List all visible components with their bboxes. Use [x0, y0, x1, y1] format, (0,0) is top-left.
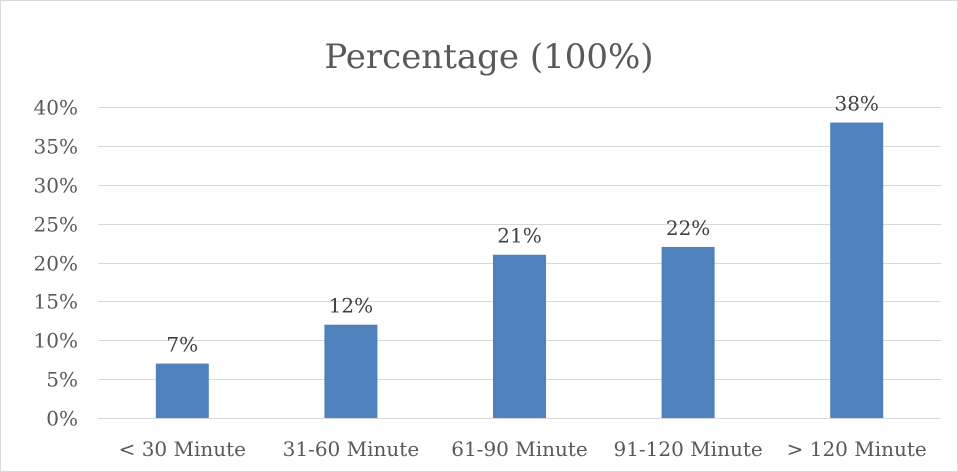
y-tick-label-1: 5% [46, 368, 78, 392]
bar-0 [155, 363, 209, 418]
chart-title: Percentage (100%) [324, 37, 653, 77]
x-tick-label-2: 61-90 Minute [451, 437, 588, 461]
bar-2 [493, 254, 546, 418]
bars [155, 122, 884, 419]
x-tick-label-3: 91-120 Minute [613, 437, 762, 461]
y-tick-label-2: 10% [34, 329, 78, 353]
data-label-2: 21% [497, 224, 541, 248]
gridlines [98, 107, 941, 419]
bar-4 [830, 122, 884, 419]
data-label-4: 38% [834, 92, 878, 116]
x-tick-label-1: 31-60 Minute [283, 437, 420, 461]
x-axis-ticks: < 30 Minute 31-60 Minute 61-90 Minute 91-12… [119, 437, 927, 461]
y-tick-label-3: 15% [34, 290, 78, 314]
y-tick-label-7: 35% [34, 135, 78, 159]
data-label-1: 12% [329, 294, 373, 318]
data-label-3: 22% [666, 216, 710, 240]
bar-1 [324, 324, 378, 418]
y-tick-label-5: 25% [34, 213, 78, 237]
y-tick-label-6: 30% [34, 174, 78, 198]
bar-3 [661, 246, 715, 418]
data-labels: 7% 12% 21% 22% 38% [166, 92, 878, 357]
y-tick-label-4: 20% [34, 252, 78, 276]
x-tick-label-4: > 120 Minute [787, 437, 927, 461]
y-axis-ticks: 0% 5% 10% 15% 20% 25% 30% 35% 40% [34, 96, 78, 431]
y-tick-label-0: 0% [46, 407, 78, 431]
data-label-0: 7% [166, 333, 198, 357]
x-tick-label-0: < 30 Minute [119, 437, 246, 461]
y-tick-label-8: 40% [34, 96, 78, 120]
